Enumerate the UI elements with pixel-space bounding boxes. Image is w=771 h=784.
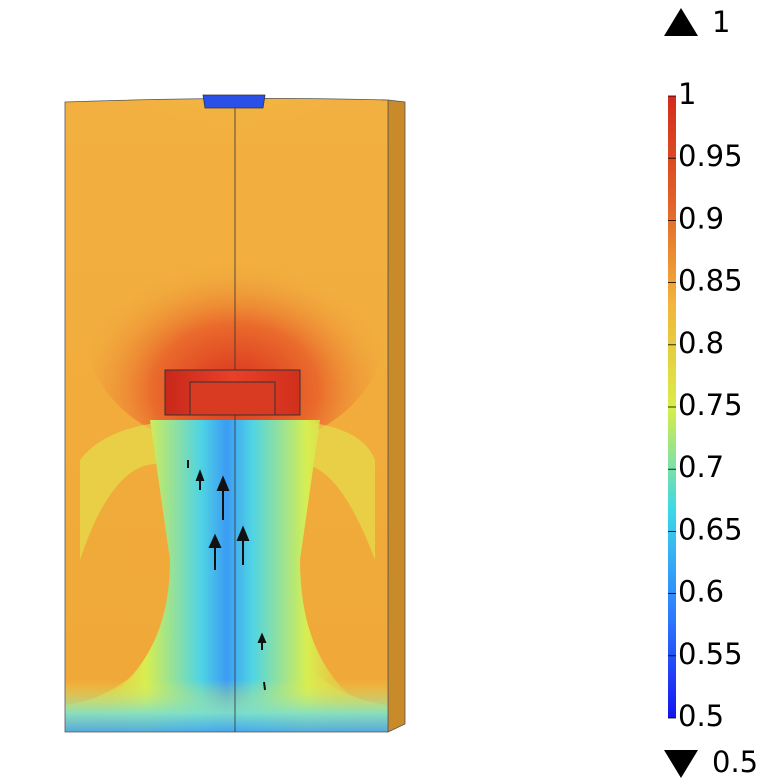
max-marker <box>664 8 698 36</box>
y-tick-label: 0.95 <box>678 139 743 173</box>
y-tick-label: 0.75 <box>678 388 743 422</box>
max-value: 1 <box>712 5 730 39</box>
y-tick-label: 0.9 <box>678 201 724 235</box>
velocity-arrows <box>187 460 267 691</box>
y-tick-label: 0.5 <box>678 699 724 733</box>
min-marker <box>664 750 698 778</box>
y-tick-label: 1 <box>678 77 696 111</box>
y-tick-label: 0.8 <box>678 326 724 360</box>
min-value: 0.5 <box>712 745 758 779</box>
y-tick-label: 0.6 <box>678 575 724 609</box>
side-face <box>387 99 406 733</box>
y-tick-label: 0.55 <box>678 637 743 671</box>
y-tick-label: 0.7 <box>678 450 724 484</box>
y-tick-label: 0.65 <box>678 512 743 546</box>
inlet <box>202 94 266 109</box>
geometry <box>64 94 406 733</box>
y-tick-label: 0.85 <box>678 264 743 298</box>
